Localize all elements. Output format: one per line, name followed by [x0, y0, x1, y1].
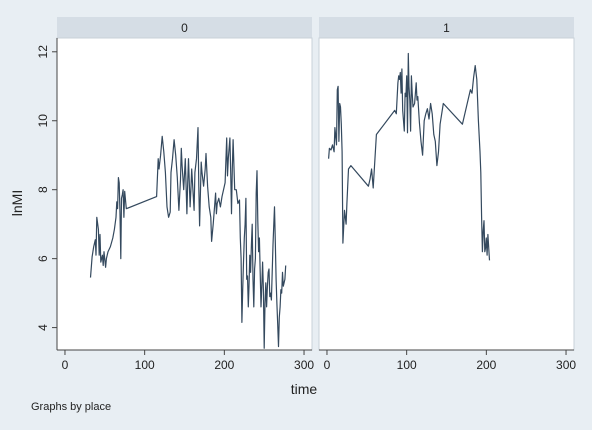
panels: 0 0 100 200 300 1 0 100 200 300: [56, 17, 576, 372]
x-tick-label: 0: [62, 358, 69, 372]
x-tick-label: 100: [397, 358, 417, 372]
graphs-by-note: Graphs by place: [31, 401, 111, 413]
x-axis-label: time: [291, 381, 318, 397]
panel-header: [57, 17, 312, 38]
panel-header: [319, 17, 574, 38]
panel-0: 0 0 100 200 300: [56, 17, 314, 372]
plot-area: [318, 37, 575, 351]
panel-label: 0: [181, 21, 188, 35]
x-tick-label: 100: [135, 358, 155, 372]
y-tick-label: 10: [36, 114, 50, 128]
x-tick-label: 300: [294, 358, 314, 372]
x-tick-label: 300: [556, 358, 576, 372]
y-tick-label: 4: [36, 324, 50, 331]
series-line-1: [328, 52, 491, 261]
x-axis: 0 100 200 300: [57, 349, 314, 372]
x-tick-label: 200: [214, 358, 234, 372]
x-tick-label: 200: [476, 358, 496, 372]
y-axis-label: lnMI: [9, 190, 25, 216]
y-tick-label: 8: [36, 186, 50, 193]
panel-1: 1 0 100 200 300: [318, 17, 576, 372]
y-tick-label: 12: [36, 45, 50, 59]
x-axis: 0 100 200 300: [319, 349, 576, 372]
series-line-0: [89, 126, 287, 349]
y-tick-label: 6: [36, 255, 50, 262]
panel-label: 1: [443, 21, 450, 35]
plot-area: [56, 37, 313, 351]
x-tick-label: 0: [324, 358, 331, 372]
y-axis: 4 6 8 10 12: [36, 38, 58, 350]
